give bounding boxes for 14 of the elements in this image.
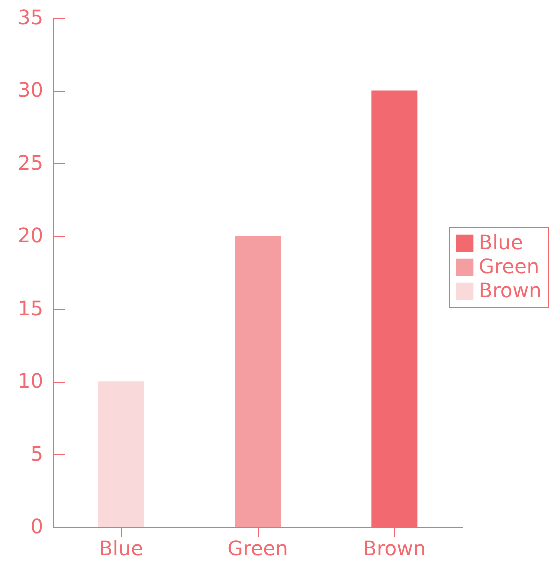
- legend-label: Brown: [479, 278, 542, 302]
- legend-label: Green: [479, 254, 540, 278]
- y-tick-label: 10: [18, 369, 44, 394]
- y-tick-label: 5: [30, 442, 44, 466]
- legend-label: Blue: [479, 230, 524, 254]
- x-tick-label: Blue: [99, 536, 144, 560]
- y-tick-label: 30: [18, 78, 44, 102]
- y-tick-label: 35: [18, 6, 44, 30]
- x-tick-label: Green: [228, 536, 288, 560]
- y-tick-label: 15: [18, 296, 44, 320]
- x-tick-label: Brown: [363, 536, 426, 560]
- y-tick-label: 20: [18, 224, 44, 248]
- y-tick-label: 0: [30, 514, 44, 538]
- y-tick-label: 25: [18, 150, 44, 175]
